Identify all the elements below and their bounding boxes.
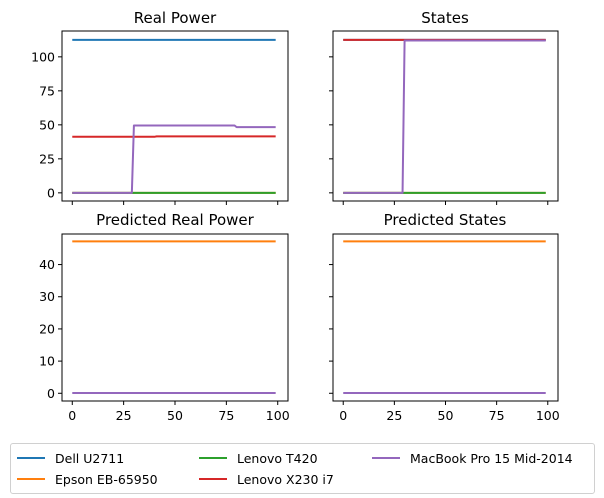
panel-title: States bbox=[421, 9, 469, 27]
plot-area bbox=[72, 38, 276, 194]
legend-swatch bbox=[17, 478, 45, 480]
panel-title: Predicted States bbox=[384, 211, 507, 229]
panel-predicted-real-power: Predicted Real Power 0 10 20 30 40 0 25 50 75 100 bbox=[39, 211, 290, 423]
y-tick-label: 0 bbox=[47, 386, 55, 401]
x-tick-label: 25 bbox=[116, 408, 132, 423]
series-line-macbook-pro-15-mid-2014 bbox=[343, 39, 546, 194]
legend-label: Epson EB-65950 bbox=[55, 471, 158, 487]
axes-frame bbox=[332, 233, 559, 402]
y-tick-label: 50 bbox=[39, 117, 55, 132]
x-tick-label: 0 bbox=[68, 408, 76, 423]
legend-swatch bbox=[199, 478, 227, 480]
x-tick-label: 0 bbox=[339, 408, 347, 423]
legend: Dell U2711 Epson EB-65950 Lenovo T420 Le… bbox=[10, 443, 595, 494]
x-tick-label: 25 bbox=[386, 408, 402, 423]
legend-swatch bbox=[199, 457, 227, 459]
legend-label: Dell U2711 bbox=[55, 450, 125, 466]
y-tick-label: 75 bbox=[39, 83, 55, 98]
axes-frame bbox=[61, 30, 289, 202]
x-tick-label: 100 bbox=[536, 408, 560, 423]
legend-swatch bbox=[17, 457, 45, 459]
y-tick-label: 30 bbox=[39, 289, 55, 304]
legend-item-dell-u2711: Dell U2711 bbox=[17, 448, 124, 468]
panel-title: Real Power bbox=[134, 9, 217, 27]
series-line-macbook-pro-15-mid-2014 bbox=[72, 124, 276, 194]
plot-area bbox=[343, 38, 546, 194]
legend-item-macbook-pro-15-mid-2014: MacBook Pro 15 Mid-2014 bbox=[372, 448, 573, 468]
legend-item-epson-eb-65950: Epson EB-65950 bbox=[17, 469, 158, 489]
y-tick-label: 100 bbox=[31, 49, 55, 64]
y-tick-label: 20 bbox=[39, 321, 55, 336]
legend-label: Lenovo X230 i7 bbox=[237, 471, 334, 487]
panel-states: States bbox=[329, 9, 559, 205]
y-tick-label: 40 bbox=[39, 257, 55, 272]
legend-item-lenovo-t420: Lenovo T420 bbox=[199, 448, 318, 468]
panel-real-power: Real Power 0 25 50 75 100 bbox=[31, 9, 289, 205]
panel-predicted-states: Predicted States 0 25 50 75 100 bbox=[329, 211, 560, 423]
plot-area bbox=[72, 240, 276, 394]
x-tick-label: 100 bbox=[266, 408, 290, 423]
axes-frame bbox=[61, 233, 289, 402]
x-tick-label: 50 bbox=[438, 408, 454, 423]
legend-swatch bbox=[372, 457, 400, 459]
panel-title: Predicted Real Power bbox=[96, 211, 254, 229]
axes-frame bbox=[332, 30, 559, 202]
y-tick-label: 10 bbox=[39, 354, 55, 369]
y-tick-label: 0 bbox=[47, 185, 55, 200]
legend-label: Lenovo T420 bbox=[237, 450, 318, 466]
x-tick-label: 75 bbox=[489, 408, 505, 423]
legend-label: MacBook Pro 15 Mid-2014 bbox=[410, 450, 573, 466]
plot-area bbox=[343, 240, 546, 394]
y-tick-label: 25 bbox=[39, 151, 55, 166]
x-tick-label: 50 bbox=[167, 408, 183, 423]
x-tick-label: 75 bbox=[218, 408, 234, 423]
legend-item-lenovo-x230-i7: Lenovo X230 i7 bbox=[199, 469, 334, 489]
